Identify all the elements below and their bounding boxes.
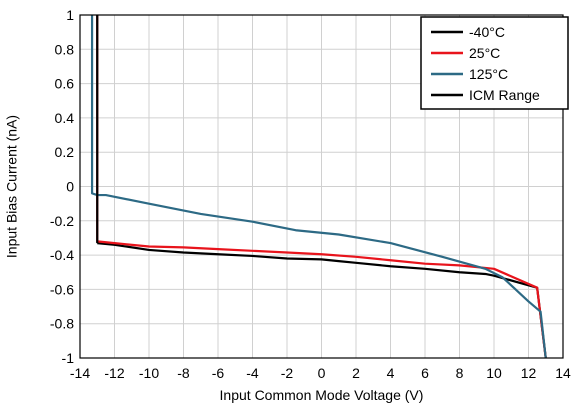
y-tick-label: 0.6 [55, 76, 75, 92]
legend-label: 25°C [469, 45, 500, 61]
x-tick-label: 6 [421, 365, 429, 381]
y-tick-label: 0.4 [55, 110, 75, 126]
x-tick-label: 14 [555, 365, 571, 381]
x-tick-label: -14 [70, 365, 90, 381]
y-tick-label: -0.8 [50, 316, 74, 332]
x-tick-labels: -14 -12 -10 -8 -6 -4 -2 0 2 4 6 8 10 12 14 [70, 365, 571, 381]
legend-label: -40°C [469, 24, 505, 40]
y-tick-label: 1 [66, 7, 74, 23]
y-tick-label: -1 [62, 350, 75, 366]
x-tick-label: -12 [104, 365, 124, 381]
x-axis-title: Input Common Mode Voltage (V) [220, 387, 424, 403]
y-tick-label: -0.2 [50, 213, 74, 229]
x-tick-label: 0 [318, 365, 326, 381]
x-tick-label: 8 [456, 365, 464, 381]
series-line-2 [90, 15, 547, 359]
x-tick-label: -8 [177, 365, 190, 381]
y-tick-label: 0 [66, 179, 74, 195]
y-tick-label: -0.4 [50, 247, 74, 263]
y-tick-label: 0.2 [55, 144, 75, 160]
x-tick-label: -10 [139, 365, 159, 381]
x-tick-label: -4 [246, 365, 259, 381]
x-tick-label: 2 [352, 365, 360, 381]
x-tick-label: -2 [281, 365, 294, 381]
y-tick-label: 0.8 [55, 41, 75, 57]
series-line-1 [96, 15, 547, 359]
y-tick-label: -0.6 [50, 281, 74, 297]
legend: -40°C 25°C 125°C ICM Range [420, 16, 569, 110]
x-tick-label: 12 [521, 365, 537, 381]
legend-label: 125°C [469, 66, 508, 82]
y-axis-title: Input Bias Current (nA) [4, 115, 20, 258]
series-layer [90, 15, 547, 359]
x-tick-label: 4 [387, 365, 395, 381]
x-tick-label: -6 [212, 365, 225, 381]
plot-frame [79, 14, 564, 359]
series-line-0 [97, 242, 547, 359]
legend-label: ICM Range [469, 87, 540, 103]
y-tick-labels: 1 0.8 0.6 0.4 0.2 0 -0.2 -0.4 -0.6 -0.8 -1 [50, 7, 74, 366]
x-tick-label: 10 [486, 365, 502, 381]
